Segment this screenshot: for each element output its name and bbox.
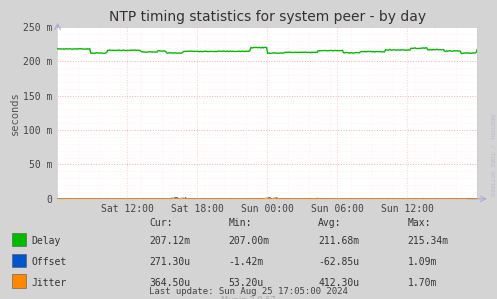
- Text: 1.09m: 1.09m: [408, 257, 437, 267]
- Text: Cur:: Cur:: [149, 218, 172, 228]
- Text: Offset: Offset: [31, 257, 67, 267]
- Text: Last update: Sun Aug 25 17:05:00 2024: Last update: Sun Aug 25 17:05:00 2024: [149, 287, 348, 296]
- Text: -1.42m: -1.42m: [229, 257, 264, 267]
- Text: Jitter: Jitter: [31, 277, 67, 288]
- Text: 1.70m: 1.70m: [408, 277, 437, 288]
- Text: Delay: Delay: [31, 236, 61, 246]
- Text: 412.30u: 412.30u: [318, 277, 359, 288]
- Text: 207.12m: 207.12m: [149, 236, 190, 246]
- Text: 271.30u: 271.30u: [149, 257, 190, 267]
- Text: 53.20u: 53.20u: [229, 277, 264, 288]
- Text: Min:: Min:: [229, 218, 252, 228]
- Text: -62.85u: -62.85u: [318, 257, 359, 267]
- Title: NTP timing statistics for system peer - by day: NTP timing statistics for system peer - …: [108, 10, 426, 24]
- Text: 211.68m: 211.68m: [318, 236, 359, 246]
- Text: 215.34m: 215.34m: [408, 236, 449, 246]
- Text: Avg:: Avg:: [318, 218, 341, 228]
- Text: 364.50u: 364.50u: [149, 277, 190, 288]
- Text: Max:: Max:: [408, 218, 431, 228]
- Text: RRDTOOL / TOBI OETIKER: RRDTOOL / TOBI OETIKER: [490, 114, 495, 196]
- Text: 207.00m: 207.00m: [229, 236, 270, 246]
- Text: Munin 2.0.67: Munin 2.0.67: [221, 296, 276, 299]
- Y-axis label: seconds: seconds: [10, 91, 20, 135]
